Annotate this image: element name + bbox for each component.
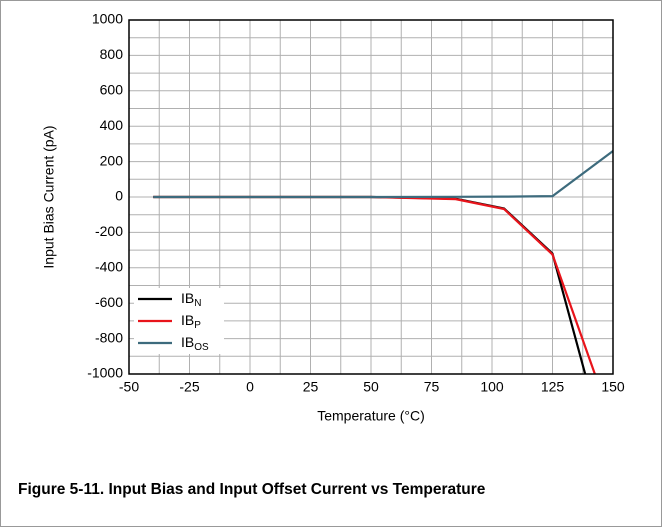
legend-subscript: OS (194, 342, 209, 353)
y-tick-label: -200 (95, 223, 123, 239)
y-tick-label: 200 (100, 152, 124, 168)
x-tick-label: 125 (541, 379, 565, 395)
y-tick-label: -400 (95, 259, 123, 275)
plot-border (128, 19, 614, 375)
y-tick-label: 800 (100, 46, 124, 62)
y-tick-label: 400 (100, 117, 124, 133)
x-tick-label: 150 (601, 379, 625, 395)
legend-background (134, 332, 224, 354)
y-tick-label: -800 (95, 329, 123, 345)
x-axis-label: Temperature (°C) (317, 408, 425, 424)
y-tick-label: 1000 (92, 11, 123, 27)
y-tick-label: -600 (95, 294, 123, 310)
y-tick-label: -1000 (87, 365, 123, 381)
x-tick-label: 75 (424, 379, 440, 395)
legend-label: IBP (181, 312, 201, 331)
x-tick-label: 0 (246, 379, 254, 395)
legend-name: IB (181, 334, 194, 350)
y-tick-label: 0 (115, 188, 123, 204)
x-tick-label: 100 (480, 379, 504, 395)
series-line (153, 150, 613, 199)
legend-name: IB (181, 290, 194, 306)
caption: Figure 5-11. Input Bias and Input Offset… (18, 481, 486, 498)
legend-label: IBOS (181, 334, 209, 353)
x-tick-label: -25 (179, 379, 199, 395)
legend-subscript: N (194, 298, 201, 309)
legend-background (134, 310, 224, 332)
x-tick-label: 25 (303, 379, 319, 395)
legend-subscript: P (194, 320, 201, 331)
legend-background (134, 288, 224, 310)
legend-name: IB (181, 312, 194, 328)
x-tick-label: -50 (119, 379, 139, 395)
y-tick-label: 600 (100, 82, 124, 98)
x-tick-label: 50 (363, 379, 379, 395)
y-axis-label: Input Bias Current (pA) (41, 125, 57, 268)
legend-label: IBN (181, 290, 201, 309)
